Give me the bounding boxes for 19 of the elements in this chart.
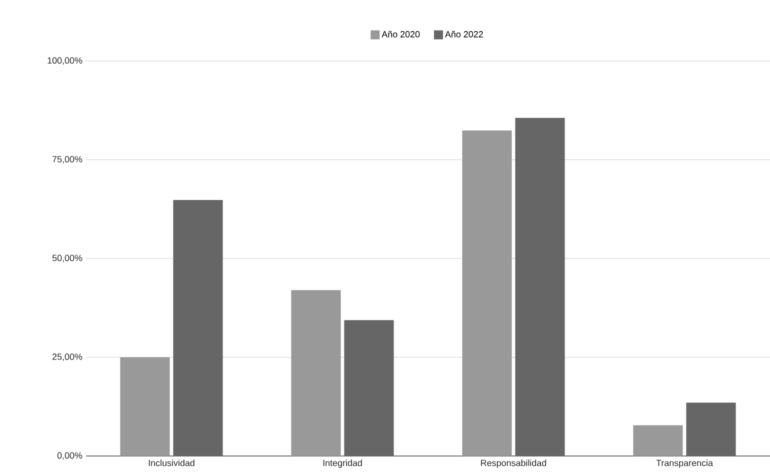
y-tick-label: 0,00% [57,452,82,460]
bar [462,130,512,456]
y-tick-label: 50,00% [52,254,82,262]
y-tick-label: 25,00% [52,354,82,361]
x-tick-label: Inclusividad [148,460,194,466]
bar [344,320,394,456]
legend-label: Año 2020 [382,30,420,38]
y-tick-label: 100,00% [48,57,82,65]
legend-label: Año 2022 [444,30,483,38]
bar [633,425,683,456]
y-tick-label: 75,00% [52,156,82,164]
bar [120,357,170,456]
x-tick-label: Integridad [323,460,362,468]
bar [173,200,223,456]
bar [291,290,341,456]
x-tick-label: Responsabilidad [481,460,546,468]
bar [686,402,736,456]
x-tick-label: Transparencia [656,460,713,468]
bar [515,118,565,456]
